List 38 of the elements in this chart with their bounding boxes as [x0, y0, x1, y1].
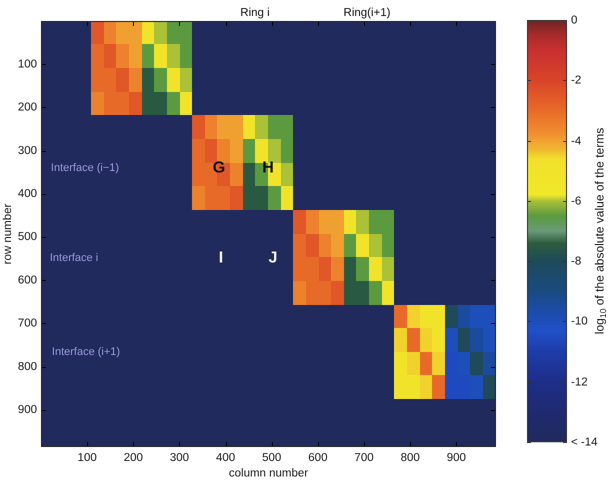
color-bar-label: 0	[571, 14, 578, 27]
color-bar-title: log10 of the absolute value of the terms	[592, 128, 608, 334]
annotation: I	[218, 249, 224, 266]
y-tick-label: 700	[18, 318, 37, 330]
annotation: Interface (i+1)	[52, 346, 120, 358]
y-tick-label: 100	[18, 58, 37, 70]
x-tick-label: 500	[262, 452, 282, 464]
x-tick-label: 600	[308, 452, 328, 464]
color-bar-label: -6	[571, 196, 582, 208]
x-tick-label: 400	[216, 452, 236, 464]
y-tick-label: 400	[18, 188, 37, 200]
x-tick-label: 200	[124, 452, 143, 464]
y-tick-label: 300	[18, 144, 37, 157]
color-bar-label: < -14	[571, 436, 598, 449]
x-tick-label: 700	[354, 452, 374, 464]
color-bar-label: -4	[571, 136, 582, 148]
annotation: Interface i	[50, 252, 98, 264]
annotation: Interface (i−1)	[50, 162, 120, 174]
annotation: H	[262, 159, 274, 176]
color-bar-label: -10	[571, 316, 588, 328]
x-tick-label: 800	[400, 452, 420, 464]
text: Ring i	[240, 7, 270, 20]
color-bar-label: -12	[571, 376, 588, 389]
annotation: J	[268, 249, 278, 266]
y-tick-label: 800	[18, 360, 37, 373]
x-tick-label: 100	[78, 452, 97, 464]
y-tick-label: 600	[18, 274, 37, 286]
y-tick-label: 200	[18, 102, 37, 114]
color-bar-label: -2	[571, 74, 582, 87]
x-axis-title: column number	[228, 467, 308, 480]
text: Ring(i+1)	[344, 7, 391, 20]
y-axis-title: row number	[2, 203, 14, 264]
y-tick-label: 500	[18, 231, 37, 244]
color-bar-label: -8	[571, 256, 582, 268]
annotation: G	[212, 159, 226, 176]
x-tick-label: 300	[170, 452, 190, 464]
y-tick-label: 900	[18, 404, 37, 416]
x-tick-label: 900	[446, 452, 466, 464]
